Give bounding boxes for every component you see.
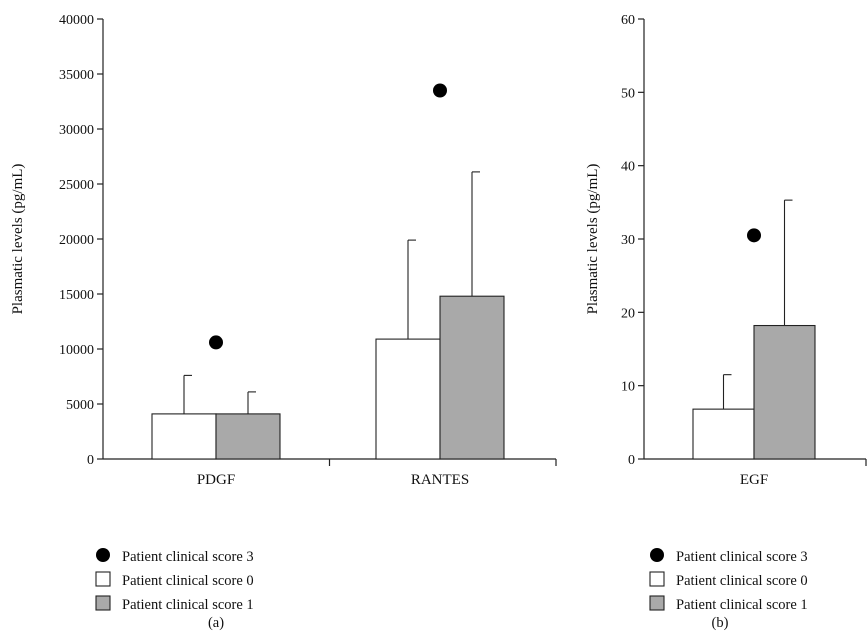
bar-pdgf-score1 [215,413,281,460]
legend-marker-score0 [95,571,111,587]
y-tick-label: 25000 [59,178,94,193]
y-tick-label: 20 [621,306,635,321]
point-pdgf-score3 [209,335,223,350]
y-tick-label: 10000 [59,343,94,358]
bar-pdgf-score0 [151,413,217,460]
legend-marker-score3 [650,548,664,562]
bar-egf-score0 [692,408,755,460]
legend-label: Patient clinical score 1 [676,597,808,613]
legend-marker-score3 [96,548,110,562]
y-tick-label: 30 [621,233,635,248]
legend-marker-score1 [95,595,111,611]
y-tick-label: 30000 [59,123,94,138]
y-tick-label: 60 [621,13,635,28]
y-tick-label: 5000 [66,398,94,413]
y-tick-label: 10 [621,380,635,395]
category-label-pdgf: PDGF [197,472,235,488]
y-tick-label: 35000 [59,68,94,83]
y-axis-title: Plasmatic levels (pg/mL) [10,164,26,315]
y-tick-label: 0 [628,453,635,468]
legend-label: Patient clinical score 0 [122,573,254,589]
legend-label: Patient clinical score 0 [676,573,808,589]
y-axis-title: Plasmatic levels (pg/mL) [585,164,601,315]
y-tick-label: 20000 [59,233,94,248]
point-egf-score3 [747,228,761,243]
legend-label: Patient clinical score 3 [122,549,254,565]
bar-rantes-score1 [439,295,505,460]
legend-label: Patient clinical score 1 [122,597,254,613]
bar-rantes-score0 [375,338,441,460]
category-label-rantes: RANTES [411,472,469,488]
y-tick-label: 50 [621,86,635,101]
y-tick-label: 15000 [59,288,94,303]
bar-egf-score1 [753,324,816,460]
point-rantes-score3 [433,83,447,98]
y-tick-label: 40 [621,160,635,175]
legend-marker-score1 [649,595,665,611]
category-label-egf: EGF [740,472,768,488]
legend-label: Patient clinical score 3 [676,549,808,565]
y-tick-label: 40000 [59,13,94,28]
legend-marker-score0 [649,571,665,587]
y-tick-label: 0 [87,453,94,468]
panel-label: (b) [712,615,729,631]
panel-label: (a) [208,615,224,631]
